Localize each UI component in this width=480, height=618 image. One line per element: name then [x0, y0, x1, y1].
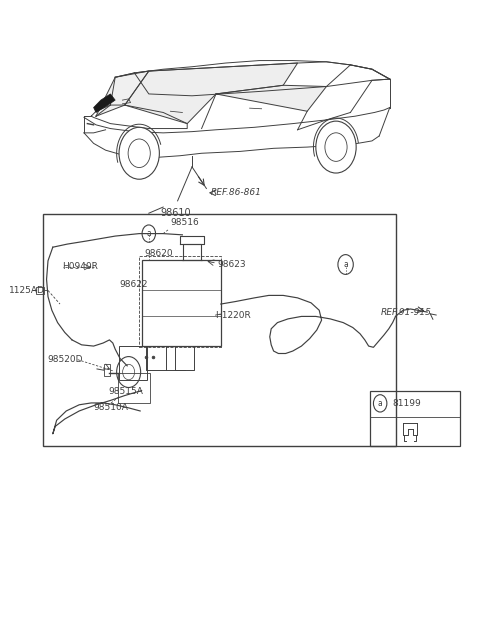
- Text: REF.86-861: REF.86-861: [211, 188, 262, 197]
- Text: 98610: 98610: [160, 208, 191, 218]
- Bar: [36, 287, 44, 294]
- Bar: [139, 256, 221, 347]
- Circle shape: [316, 121, 356, 173]
- Text: 98620: 98620: [144, 249, 173, 258]
- Text: a: a: [146, 229, 151, 238]
- Text: a: a: [343, 260, 348, 269]
- Text: 98515A: 98515A: [108, 387, 143, 396]
- Text: REF.91-915: REF.91-915: [381, 308, 432, 317]
- Bar: [104, 364, 110, 376]
- Bar: [119, 346, 147, 380]
- Text: H1220R: H1220R: [215, 311, 251, 320]
- Bar: [370, 391, 460, 446]
- Bar: [142, 260, 221, 346]
- Polygon shape: [125, 63, 298, 124]
- Text: 98516: 98516: [170, 218, 199, 227]
- Text: 81199: 81199: [393, 399, 421, 408]
- Polygon shape: [94, 94, 115, 112]
- Text: 98510A: 98510A: [94, 403, 129, 412]
- Text: a: a: [378, 399, 383, 408]
- Text: 98623: 98623: [217, 260, 246, 269]
- Polygon shape: [96, 71, 149, 116]
- Polygon shape: [216, 85, 326, 111]
- Bar: [43, 214, 396, 446]
- Text: 1125AD: 1125AD: [9, 286, 45, 295]
- Text: H0940R: H0940R: [62, 263, 98, 271]
- Text: 98622: 98622: [119, 280, 147, 289]
- Text: 98520D: 98520D: [47, 355, 83, 364]
- Bar: [118, 373, 150, 403]
- Circle shape: [119, 127, 159, 179]
